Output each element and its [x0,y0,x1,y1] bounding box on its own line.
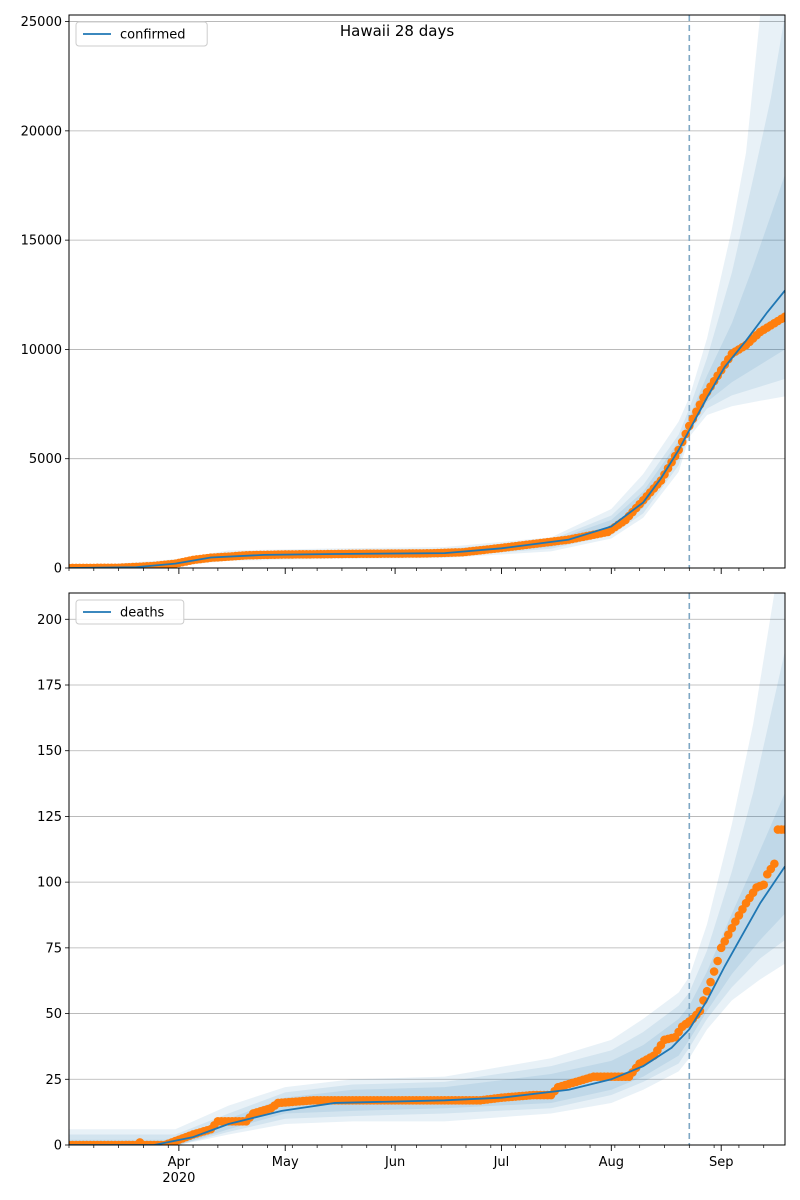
uncertainty-band-0 [69,15,785,568]
x-tick-label: Sep [709,1155,734,1170]
x-year-label: 2020 [162,1171,195,1186]
x-tick-label: Jul [493,1155,510,1170]
legend-label: confirmed [120,28,186,43]
legend-box [75,599,185,625]
legend-box [75,21,208,47]
axes-frame [68,592,786,1146]
x-tick-label: Apr [168,1155,191,1170]
legend: deaths [75,599,185,625]
axes-frame [68,14,786,569]
observed-point [780,312,785,321]
observed-point [713,956,722,966]
legend-label: deaths [120,606,165,621]
observed-point [759,880,769,890]
deaths-panel: 0 25 50 75 100 125 150 175 200 Apr May Jun Jul Aug Sep… [37,592,786,1186]
plot-area [69,15,785,568]
figure-title: Hawaii 28 days [340,22,454,40]
y-tick-label: 125 [37,810,62,825]
y-tick-label: 75 [45,941,62,956]
legend: confirmed [75,21,208,47]
y-tick-label: 5000 [29,452,62,467]
y-tick-label: 25 [45,1073,62,1088]
y-tick-label: 50 [45,1007,62,1022]
y-tick-label: 200 [37,613,62,628]
observed-point [716,943,726,953]
y-tick-label: 10000 [21,343,62,358]
y-tick-label: 0 [54,1139,62,1154]
uncertainty-band-2 [69,792,785,1145]
x-tick-label: Aug [599,1155,624,1170]
x-tick-label: May [272,1155,299,1170]
y-tick-label: 15000 [21,234,62,249]
y-tick-label: 150 [37,744,62,759]
y-tick-label: 0 [54,562,62,577]
model-line [69,865,785,1145]
model-line [69,289,785,568]
y-tick-label: 175 [37,679,62,694]
observed-point [727,923,737,933]
plot-area [69,593,785,1145]
observed-point [723,930,733,940]
observed-point [709,967,719,976]
observed-point [780,825,785,834]
uncertainty-band-1 [69,15,785,568]
y-tick-label: 100 [37,876,62,891]
observed-point [770,859,779,869]
observed-point [706,977,715,987]
y-tick-label: 25000 [21,15,62,30]
uncertainty-band-2 [69,174,785,568]
confirmed-panel: 0 5000 10000 15000 20000 25000 confirmed [21,14,786,577]
observed-point [702,986,712,996]
observed-point [720,936,730,946]
y-tick-label: 20000 [21,124,62,139]
x-tick-label: Jun [384,1155,405,1170]
